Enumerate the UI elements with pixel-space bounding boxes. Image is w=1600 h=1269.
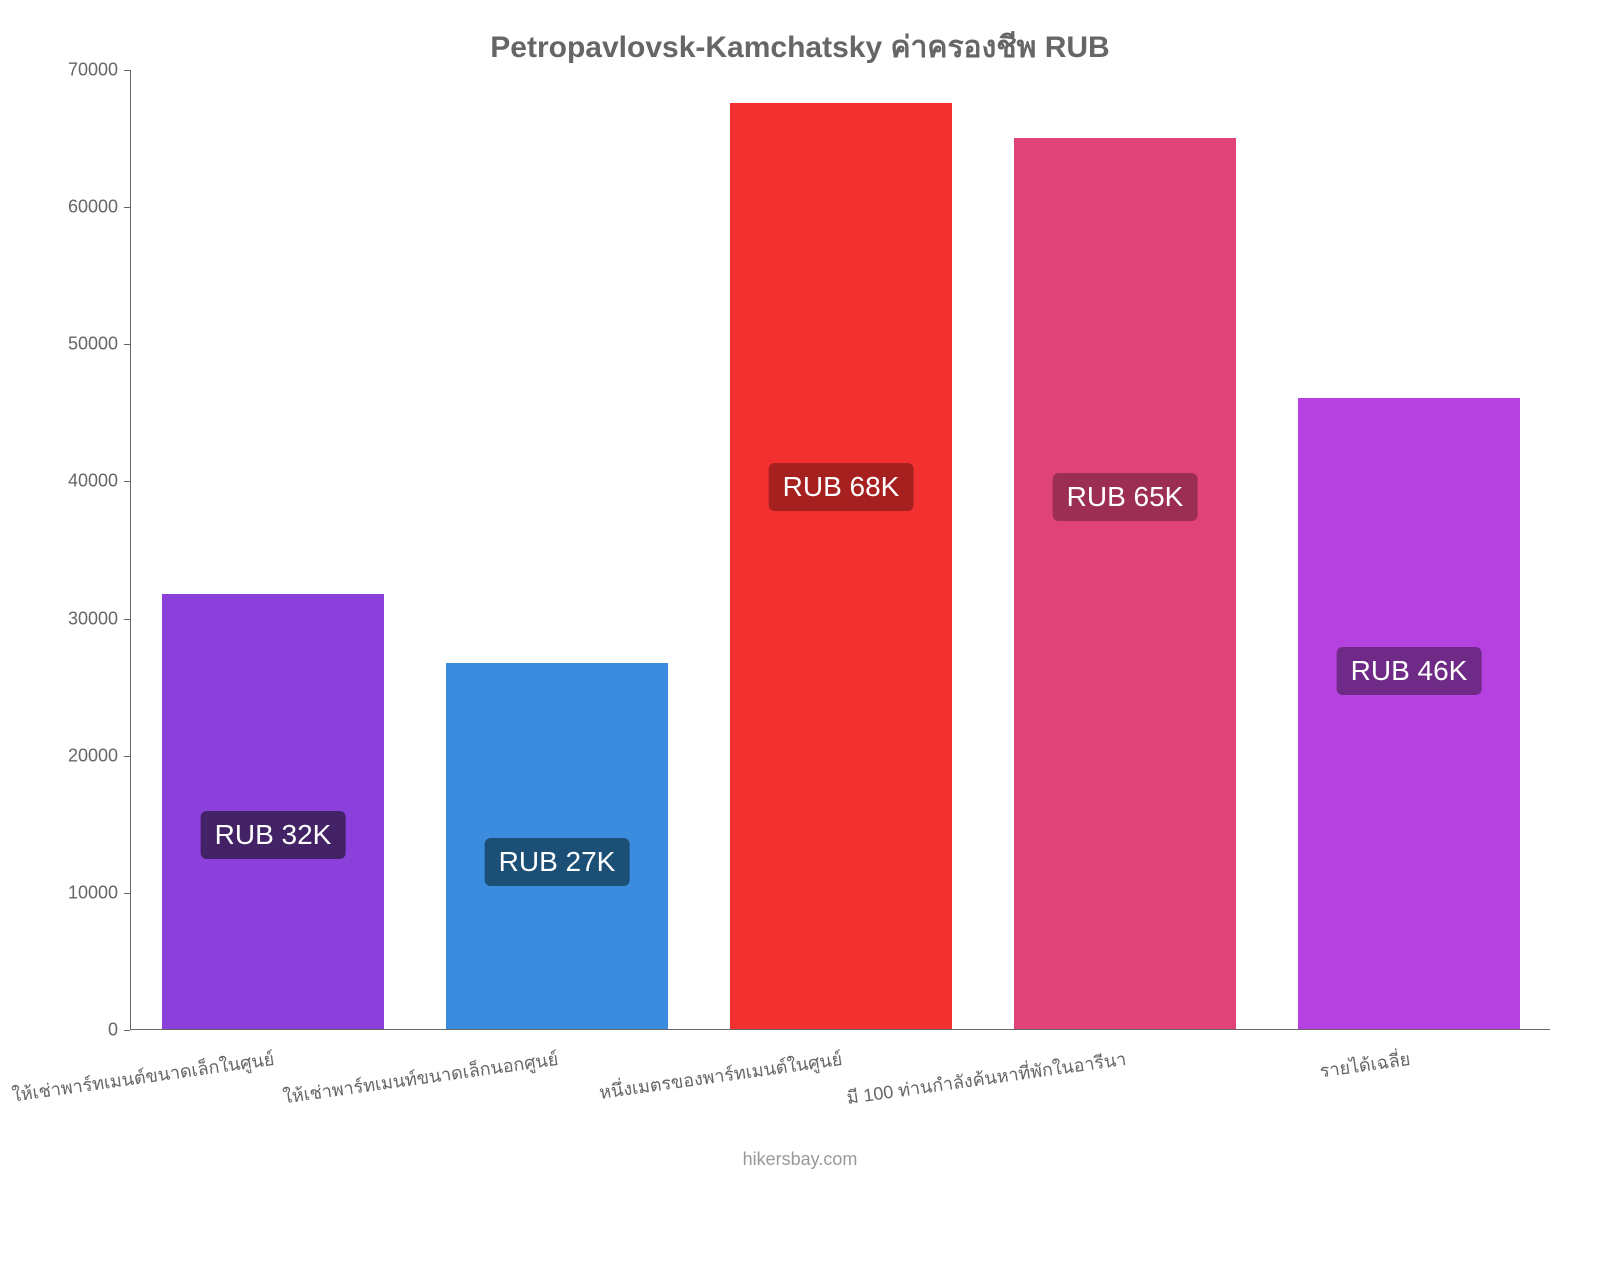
bar: RUB 32K [162,594,384,1029]
y-tick-label: 40000 [68,471,118,492]
y-tick-label: 20000 [68,745,118,766]
y-tick-label: 10000 [68,882,118,903]
y-tick [124,70,130,71]
bar-value-badge: RUB 27K [485,838,630,886]
y-tick-label: 70000 [68,60,118,81]
y-tick [124,207,130,208]
bar: RUB 46K [1298,398,1520,1029]
y-tick [124,481,130,482]
y-tick-label: 30000 [68,608,118,629]
chart-container: Petropavlovsk-Kamchatsky ค่าครองชีพ RUB … [0,0,1600,1200]
bar-value-badge: RUB 65K [1053,473,1198,521]
plot-area: RUB 32K RUB 27K RUB 68K RUB 65K RUB 46K [130,70,1550,1030]
bar: RUB 68K [730,103,952,1029]
y-tick [124,893,130,894]
y-tick [124,756,130,757]
bar: RUB 27K [446,663,668,1029]
y-tick-label: 60000 [68,197,118,218]
y-tick [124,344,130,345]
y-tick-label: 50000 [68,334,118,355]
bar: RUB 65K [1014,138,1236,1029]
bars-layer: RUB 32K RUB 27K RUB 68K RUB 65K RUB 46K [131,70,1550,1029]
y-tick [124,619,130,620]
chart-title: Petropavlovsk-Kamchatsky ค่าครองชีพ RUB [0,24,1600,71]
bar-value-badge: RUB 32K [201,811,346,859]
y-tick-label: 0 [108,1020,118,1041]
bar-value-badge: RUB 46K [1337,647,1482,695]
y-tick [124,1030,130,1031]
bar-value-badge: RUB 68K [769,463,914,511]
